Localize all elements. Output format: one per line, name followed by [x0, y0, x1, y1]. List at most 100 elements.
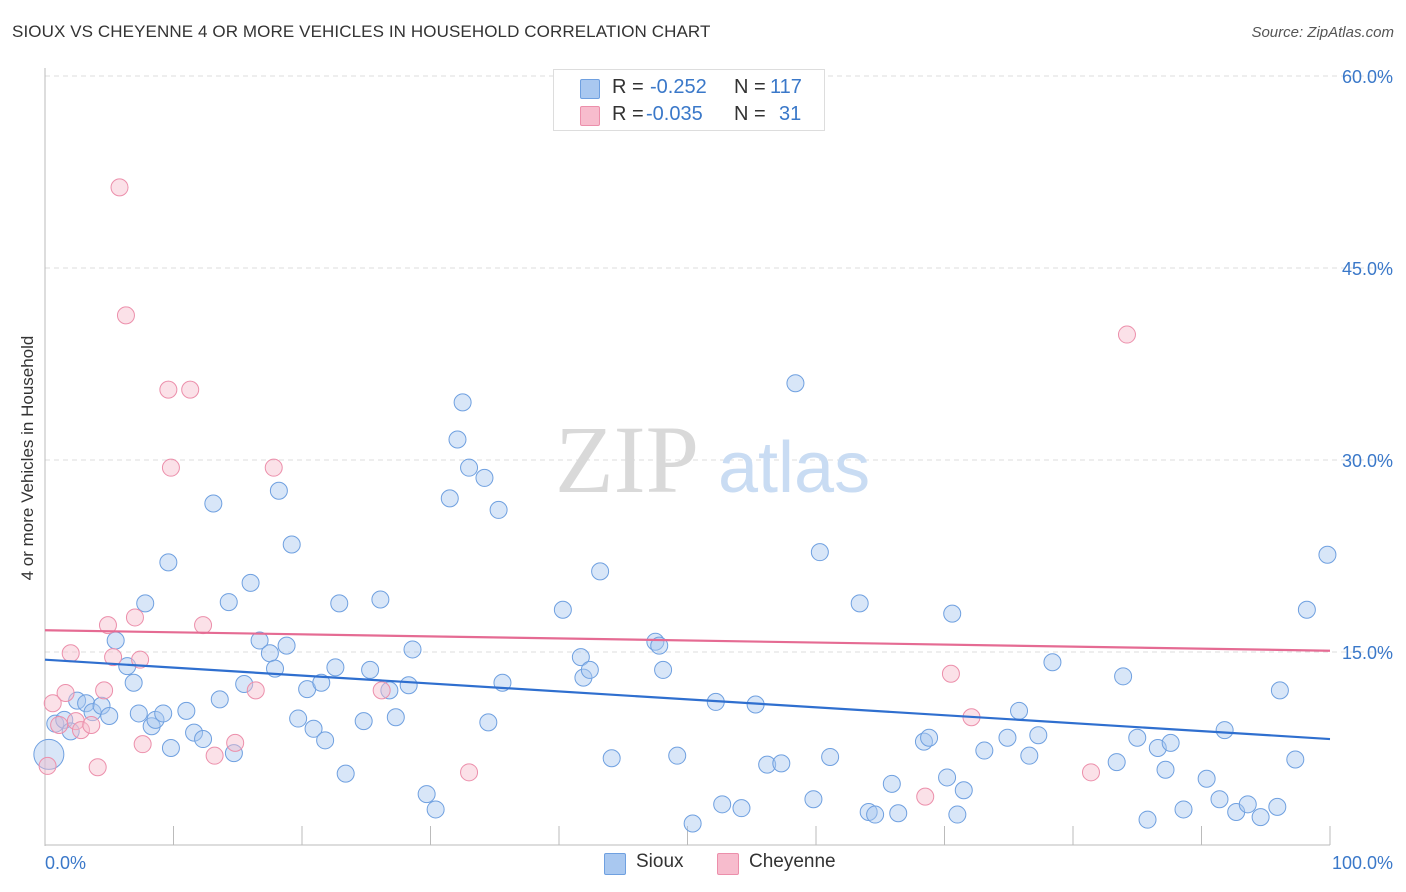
data-point-sioux	[1156, 760, 1175, 779]
data-point-cheyenne	[125, 608, 144, 627]
cheyenne-swatch	[580, 106, 600, 126]
data-point-sioux	[1128, 728, 1147, 747]
data-point-sioux	[1029, 726, 1048, 745]
data-point-sioux	[241, 573, 260, 592]
data-point-sioux	[804, 790, 823, 809]
data-point-sioux	[1268, 797, 1287, 816]
legend-swatch-cheyenne	[717, 853, 739, 875]
data-point-sioux	[185, 723, 204, 742]
y-tick-label: 45.0%	[1342, 259, 1393, 279]
data-point-sioux	[159, 553, 178, 572]
data-point-sioux	[1174, 800, 1193, 819]
data-point-cheyenne	[56, 683, 75, 702]
data-point-sioux	[1210, 790, 1229, 809]
data-point-sioux	[129, 704, 148, 723]
data-point-cheyenne	[159, 380, 178, 399]
data-point-sioux	[426, 800, 445, 819]
data-point-sioux	[399, 676, 418, 695]
data-point-sioux	[683, 814, 702, 833]
data-point-cheyenne	[66, 712, 85, 731]
stats-box: R = -0.252 N = 117 R = -0.035 N = 31	[553, 69, 825, 131]
data-point-sioux	[1197, 769, 1216, 788]
data-point-sioux	[489, 500, 508, 519]
data-point-cheyenne	[61, 644, 80, 663]
legend-swatch-sioux	[604, 853, 626, 875]
data-point-sioux	[33, 738, 65, 770]
data-point-sioux	[177, 701, 196, 720]
trend-lines	[44, 629, 1331, 741]
data-point-sioux	[1161, 733, 1180, 752]
data-point-sioux	[1020, 746, 1039, 765]
data-point-cheyenne	[133, 735, 152, 754]
data-point-sioux	[371, 590, 390, 609]
data-point-cheyenne	[98, 616, 117, 635]
data-point-sioux	[650, 636, 669, 655]
data-point-cheyenne	[226, 733, 245, 752]
data-point-cheyenne	[161, 458, 180, 477]
watermark-atlas: atlas	[718, 428, 870, 508]
data-point-sioux	[361, 660, 380, 679]
data-point-sioux	[219, 593, 238, 612]
data-point-sioux	[448, 430, 467, 449]
data-point-cheyenne	[104, 648, 123, 667]
data-point-sioux	[591, 562, 610, 581]
data-point-sioux	[330, 594, 349, 613]
data-point-sioux	[336, 764, 355, 783]
data-point-sioux	[1215, 721, 1234, 740]
data-point-sioux	[210, 690, 229, 709]
data-point-sioux	[668, 746, 687, 765]
stats-row-sioux: R = -0.252 N = 117	[554, 76, 824, 102]
r-value: -0.252	[650, 76, 707, 98]
data-point-sioux	[1138, 810, 1157, 829]
data-point-sioux	[453, 393, 472, 412]
data-point-sioux	[1318, 545, 1337, 564]
data-point-sioux	[821, 747, 840, 766]
legend-label-sioux: Sioux	[636, 851, 684, 872]
data-point-cheyenne	[181, 380, 200, 399]
data-point-sioux	[602, 749, 621, 768]
data-point-sioux	[786, 374, 805, 393]
data-point-sioux	[580, 660, 599, 679]
trend-line-sioux	[44, 658, 1331, 741]
data-point-sioux	[810, 543, 829, 562]
data-point-sioux	[235, 675, 254, 693]
watermark-zip: ZIP	[555, 406, 699, 513]
data-point-sioux	[1270, 681, 1289, 700]
data-point-sioux	[475, 468, 494, 487]
data-point-sioux	[161, 739, 180, 757]
data-point-sioux	[479, 713, 498, 732]
data-point-sioux	[920, 728, 939, 747]
data-point-sioux	[136, 594, 155, 613]
data-point-sioux	[574, 668, 593, 687]
data-point-sioux	[312, 673, 331, 692]
data-point-cheyenne	[194, 616, 213, 635]
data-point-sioux	[553, 600, 572, 619]
data-point-sioux	[954, 781, 973, 800]
data-point-sioux	[713, 795, 732, 814]
r-value: -0.035	[646, 103, 703, 125]
data-point-sioux	[998, 728, 1017, 747]
data-point-sioux	[758, 755, 777, 774]
data-point-sioux	[289, 709, 308, 728]
data-point-sioux	[850, 594, 869, 613]
data-point-sioux	[403, 640, 422, 659]
data-point-sioux	[282, 535, 301, 554]
chart-title: SIOUX VS CHEYENNE 4 OR MORE VEHICLES IN …	[12, 22, 711, 41]
data-point-sioux	[654, 660, 673, 679]
data-point-cheyenne	[88, 758, 107, 777]
data-point-sioux	[277, 636, 296, 655]
data-point-sioux	[975, 741, 994, 760]
x-tick-label: 0.0%	[45, 853, 86, 873]
data-point-cheyenne	[264, 458, 283, 477]
data-point-cheyenne	[246, 681, 265, 700]
data-point-sioux	[100, 707, 119, 725]
data-point-sioux	[304, 719, 323, 738]
data-point-sioux	[326, 658, 345, 677]
data-point-sioux	[124, 673, 143, 692]
data-point-sioux	[460, 458, 479, 477]
data-point-sioux	[204, 494, 223, 513]
data-point-sioux	[92, 696, 111, 715]
data-point-sioux	[106, 631, 125, 650]
legend-label-cheyenne: Cheyenne	[749, 851, 836, 872]
